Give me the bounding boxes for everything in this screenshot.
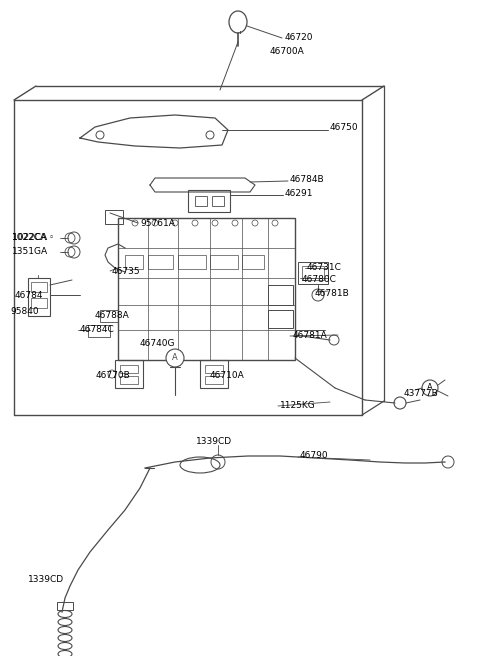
Text: A: A [427,384,433,392]
Text: 1351GA: 1351GA [12,247,48,256]
Bar [57,602,73,610]
Bar [105,210,123,224]
Text: 46788A: 46788A [95,310,130,319]
Text: 46710A: 46710A [210,371,245,380]
Text: 46720: 46720 [285,33,313,43]
Text: 95840: 95840 [10,308,38,316]
Bar [28,278,50,316]
Bar [268,285,293,305]
Text: 1339CD: 1339CD [196,436,232,445]
Circle shape [166,349,184,367]
Text: 46740G: 46740G [140,340,176,348]
Bar [188,190,230,212]
Text: 46735: 46735 [112,266,141,276]
Bar [178,255,206,269]
Text: 46784B: 46784B [290,176,324,184]
Text: 46750: 46750 [330,123,359,133]
Bar [88,325,110,337]
Text: 1339CD: 1339CD [28,575,64,584]
Text: 46784: 46784 [15,291,44,300]
Text: 46781A: 46781A [293,331,328,340]
Text: 1022CA: 1022CA [12,234,47,243]
Bar [195,196,207,206]
Bar [298,262,328,284]
Text: 46731C: 46731C [307,262,342,272]
Bar [205,365,223,373]
Bar [242,255,264,269]
Text: 46780C: 46780C [302,276,337,285]
Bar [302,266,324,280]
Bar [268,310,293,328]
Bar [118,218,295,360]
Bar [205,376,223,384]
Bar [212,196,224,206]
Text: 46790: 46790 [300,451,329,461]
Text: 1125KG: 1125KG [280,401,316,409]
Text: A: A [172,354,178,363]
Text: 46784C: 46784C [80,325,115,333]
Bar [31,298,47,308]
Bar [100,310,118,322]
Text: 46700A: 46700A [270,47,305,56]
Text: 46291: 46291 [285,190,313,199]
Text: 95761A: 95761A [140,220,175,228]
Bar [120,376,138,384]
Bar [31,282,47,292]
Text: 46770B: 46770B [96,371,131,380]
Text: 1022CA ◦: 1022CA ◦ [12,234,54,243]
Bar [210,255,238,269]
Bar [200,360,228,388]
Bar [115,360,143,388]
Bar [148,255,173,269]
Text: 43777B: 43777B [404,388,439,398]
Bar [125,255,143,269]
Bar [120,365,138,373]
Text: 46781B: 46781B [315,289,350,298]
